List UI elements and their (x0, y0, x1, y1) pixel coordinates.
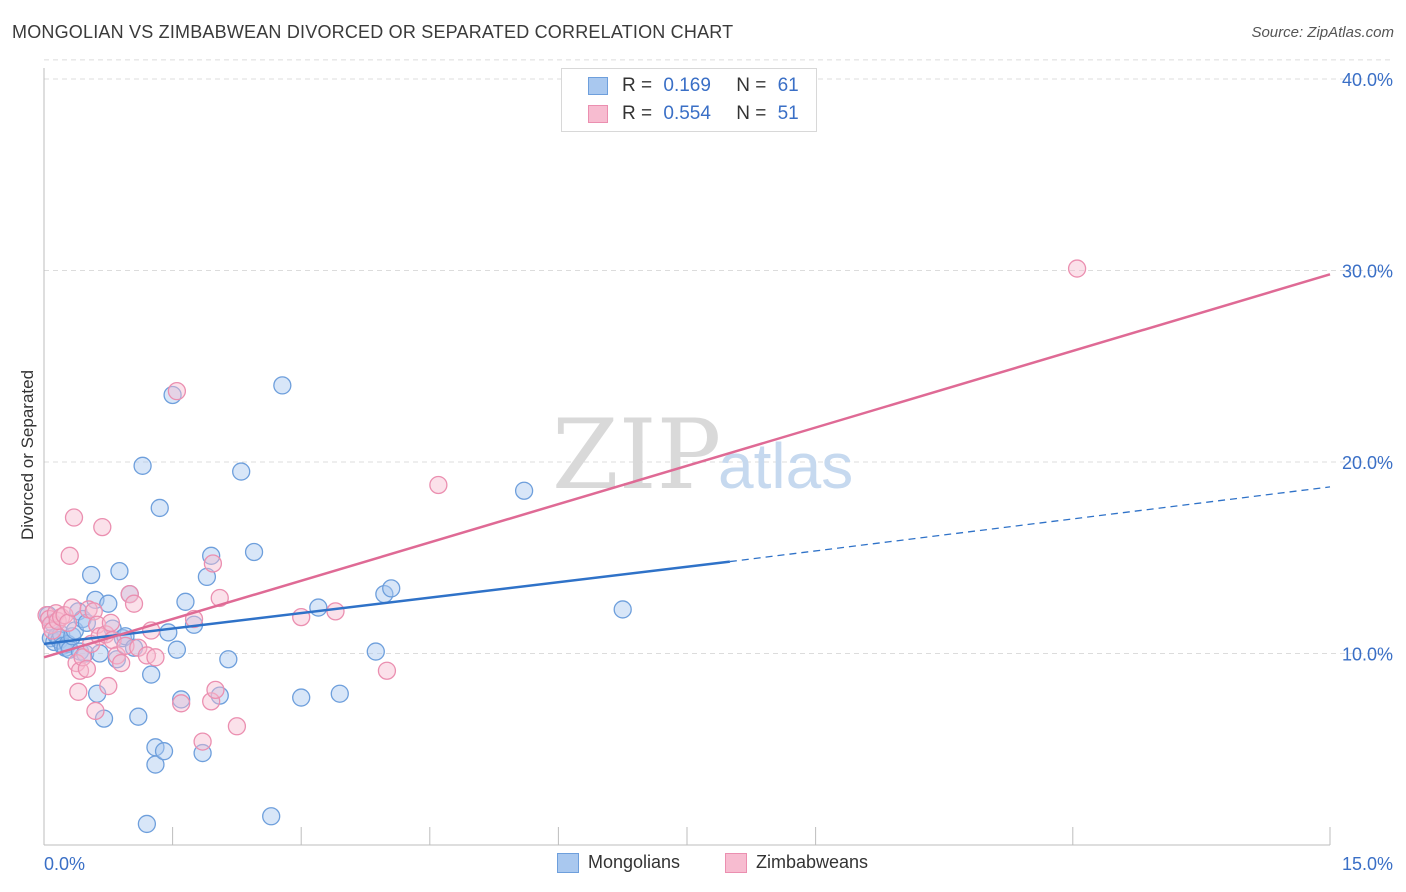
zimbabwean-point (429, 475, 448, 495)
zimbabwean-point (60, 546, 79, 565)
mongolian-point (382, 579, 401, 598)
zimbabwean-point (99, 676, 118, 696)
legend-label-mongolians: Mongolians (588, 852, 681, 872)
mongolian-point (292, 688, 311, 707)
y-tick-label: 40.0% (1342, 70, 1393, 90)
zimbabwean-point (112, 653, 131, 673)
zimbabwean-point (43, 621, 62, 640)
zimbabwean-point (64, 508, 84, 527)
zimbabwean-point (120, 584, 139, 604)
mongolian-point (137, 814, 157, 834)
legend-item-mongolians[interactable]: Mongolians (557, 852, 680, 873)
axes (43, 68, 1331, 846)
mongolian-point (129, 707, 148, 726)
mongolian-point (262, 807, 281, 826)
legend-n-label: N = (736, 103, 767, 124)
mongolian-point (244, 542, 264, 562)
mongolian-point (197, 567, 217, 587)
zimbabwean-point (1067, 259, 1087, 278)
watermark-zip: ZIP (552, 399, 721, 511)
x-tick-label: 15.0% (1342, 854, 1393, 874)
y-tick-label: 10.0% (1342, 645, 1393, 665)
legend-swatch-blue (557, 852, 579, 873)
zimbabwean-point (124, 594, 144, 613)
x-tick-label: 0.0% (44, 854, 85, 874)
zimbabwean-point (63, 598, 82, 617)
zimbabwean-point (167, 381, 187, 401)
y-axis-label: Divorced or Separated (18, 369, 37, 541)
legend-r-value: 0.169 (663, 75, 711, 96)
zimbabwean-point (58, 613, 78, 633)
zimbabwean-point (202, 692, 221, 711)
mongolian-point (366, 642, 385, 661)
legend-item-zimbabweans[interactable]: Zimbabweans (725, 852, 868, 873)
zimbabwean-point (203, 554, 223, 573)
mongolian-point (110, 562, 129, 581)
zimbabwean-trend-line (43, 273, 1331, 659)
trend-lines (43, 273, 1331, 659)
mongolian-point (232, 462, 251, 481)
mongolian-point (202, 546, 221, 565)
zimbabwean-point (193, 732, 212, 751)
mongolian-point (142, 665, 161, 684)
legend-swatch-blue (588, 77, 608, 95)
legend-n-label: N = (736, 75, 767, 96)
data-points (37, 259, 1087, 834)
zimbabwean-point (172, 694, 191, 713)
mongolian-point (514, 481, 534, 500)
legend-label-zimbabweans: Zimbabweans (756, 852, 869, 872)
y-tick-label: 20.0% (1342, 453, 1393, 473)
legend-r-label: R = (622, 75, 653, 96)
zimbabwean-point (227, 717, 247, 736)
grid-lines (44, 59, 1392, 654)
mongolian-point (150, 498, 169, 518)
legend-r-value: 0.554 (663, 103, 711, 124)
mongolian-point (309, 598, 328, 617)
mongolian-point (133, 456, 152, 475)
tick-labels: 10.0% 20.0% 30.0% 40.0% 0.0% 15.0% (44, 70, 1393, 874)
mongolian-point (613, 600, 632, 619)
legend-n-value: 51 (777, 103, 799, 124)
mongolian-point (330, 684, 349, 703)
watermark: ZIP atlas (552, 399, 853, 511)
zimbabwean-point (210, 588, 229, 608)
chart-title: MONGOLIAN VS ZIMBABWEAN DIVORCED OR SEPA… (12, 22, 734, 42)
zimbabwean-point (69, 682, 88, 701)
zimbabwean-point (326, 602, 345, 621)
zimbabwean-point (86, 701, 105, 721)
mongolian-point (154, 742, 174, 761)
legend-r-label: R = (622, 103, 653, 124)
zimbabwean-point (84, 602, 103, 621)
mongolian-trend-line (43, 560, 731, 646)
legend-n-value: 61 (777, 75, 799, 96)
mongolian-point (219, 650, 238, 669)
series-legend: Mongolians Zimbabweans (0, 850, 1406, 878)
legend-swatch-pink (725, 852, 747, 873)
mongolian-point (82, 565, 101, 585)
mongolian-point (167, 640, 187, 659)
zimbabwean-point (101, 613, 121, 633)
watermark-atlas: atlas (718, 430, 853, 502)
correlation-legend: R = 0.169 N = 61 R = 0.554 N = 51 (561, 68, 817, 132)
mongolian-point (159, 623, 178, 642)
mongolian-trend-extension (729, 486, 1331, 563)
legend-swatch-pink (588, 105, 608, 123)
zimbabwean-point (70, 661, 90, 680)
mongolian-point (146, 755, 165, 774)
mongolian-point (273, 376, 292, 395)
zimbabwean-point (377, 661, 397, 680)
mongolian-point (99, 594, 118, 613)
mongolian-point (176, 592, 195, 611)
zimbabwean-point (206, 680, 225, 700)
zimbabwean-point (146, 648, 165, 667)
y-tick-label: 30.0% (1342, 262, 1393, 282)
zimbabwean-point (77, 659, 97, 678)
source-credit: Source: ZipAtlas.com (1251, 24, 1394, 41)
zimbabwean-point (93, 517, 112, 537)
zimbabwean-point (73, 648, 92, 667)
